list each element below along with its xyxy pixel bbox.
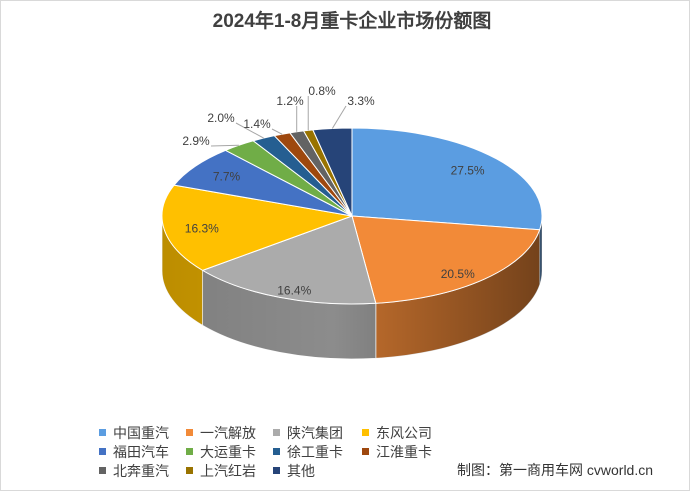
chart-frame xyxy=(0,0,690,491)
leader-line xyxy=(271,128,283,135)
leader-line xyxy=(210,144,239,147)
pie-side-shading xyxy=(162,216,542,359)
legend-label: 中国重汽 xyxy=(113,424,169,441)
legend-label: 东风公司 xyxy=(376,424,432,441)
pie-slice xyxy=(351,215,541,304)
legend-item: 北奔重汽 xyxy=(99,461,186,480)
data-label: 16.4% xyxy=(277,284,311,298)
legend-label: 大运重卡 xyxy=(200,443,256,460)
legend-label: 江淮重卡 xyxy=(376,443,432,460)
legend-marker xyxy=(99,448,106,455)
legend-label: 福田汽车 xyxy=(113,443,169,460)
legend-marker xyxy=(362,448,369,455)
legend-label: 其他 xyxy=(287,462,315,479)
legend-marker xyxy=(186,448,193,455)
legend-marker xyxy=(186,467,193,474)
data-label: 7.7% xyxy=(213,169,241,183)
pie-slice xyxy=(351,127,543,231)
legend-marker xyxy=(186,429,193,436)
legend-item: 中国重汽 xyxy=(99,423,186,442)
legend-item: 江淮重卡 xyxy=(362,442,462,461)
data-label: 2.0% xyxy=(207,111,235,125)
leader-lines xyxy=(210,96,347,147)
legend-marker xyxy=(273,467,280,474)
legend-label: 徐工重卡 xyxy=(287,443,343,460)
legend-item: 其他 xyxy=(273,461,362,480)
pie-chart: 27.5% 20.5% 16.4% 16.3% 7.7% 2.9% 2.0% 1.4% 1.2%… xyxy=(161,84,543,360)
chart-title: 2024年1-8月重卡企业市场份额图 xyxy=(212,11,492,32)
legend: 中国重汽 一汽解放 陕汽集团 东风公司福田汽车 大运重卡 徐工重卡 江淮重卡北奔重汽 上汽红岩… xyxy=(99,423,462,480)
data-label: 1.4% xyxy=(243,117,271,131)
data-label: 27.5% xyxy=(451,163,485,177)
data-label: 20.5% xyxy=(441,267,475,281)
data-label: 16.3% xyxy=(185,222,219,236)
legend-label: 陕汽集团 xyxy=(287,424,343,441)
legend-item: 福田汽车 xyxy=(99,442,186,461)
legend-marker xyxy=(99,429,106,436)
data-label: 3.3% xyxy=(347,94,375,108)
legend-item: 徐工重卡 xyxy=(273,442,362,461)
data-label: 0.8% xyxy=(308,84,336,98)
legend-marker xyxy=(99,467,106,474)
legend-label: 一汽解放 xyxy=(200,424,256,441)
legend-item: 一汽解放 xyxy=(186,423,273,442)
data-labels: 27.5% 20.5% 16.4% 16.3% 7.7% 2.9% 2.0% 1.4% 1.2%… xyxy=(182,84,485,297)
legend-label: 上汽红岩 xyxy=(200,462,256,479)
legend-item: 陕汽集团 xyxy=(273,423,362,442)
pie-slice xyxy=(202,215,377,305)
legend-marker xyxy=(273,429,280,436)
pie-slice xyxy=(312,127,353,217)
leader-line xyxy=(331,105,347,129)
data-label: 2.9% xyxy=(182,134,210,148)
legend-marker xyxy=(362,429,369,436)
legend-label: 北奔重汽 xyxy=(113,462,169,479)
pie-slice xyxy=(173,149,353,217)
legend-item: 大运重卡 xyxy=(186,442,273,461)
pie-slice xyxy=(161,184,353,271)
legend-item: 上汽红岩 xyxy=(186,461,273,480)
pie-slices xyxy=(161,127,543,305)
data-label: 1.2% xyxy=(276,94,304,108)
legend-item: 东风公司 xyxy=(362,423,462,442)
chart-credit: 制图：第一商用车网 cvworld.cn xyxy=(457,462,654,478)
leader-line xyxy=(235,122,264,139)
legend-marker xyxy=(273,448,280,455)
